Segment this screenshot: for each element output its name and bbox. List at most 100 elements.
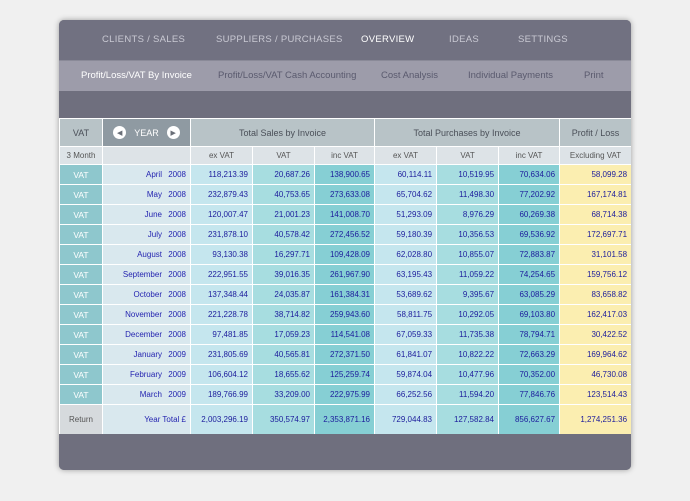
subheader-sales-ex-vat: ex VAT [190, 146, 253, 165]
month-year: 2008 [168, 290, 186, 299]
purchases-inc-vat-cell: 69,103.80 [498, 304, 561, 325]
topnav-suppliers-purchases[interactable]: SUPPLIERS / PURCHASES [216, 34, 343, 45]
table-row: VAT June 2008 120,007.47 21,001.23 141,008.70… [59, 204, 631, 225]
table-row: VAT January 2009 231,805.69 40,565.81 272,371… [59, 344, 631, 365]
purchases-inc-vat-cell: 60,269.38 [498, 204, 561, 225]
vat-button[interactable]: VAT [59, 364, 103, 385]
table-row: VAT February 2009 106,604.12 18,655.62 125,25… [59, 364, 631, 385]
purchases-ex-vat-cell: 60,114.11 [374, 164, 438, 185]
total-profit: 1,274,251.36 [559, 404, 631, 435]
return-button[interactable]: Return [59, 404, 103, 435]
vat-button[interactable]: VAT [59, 224, 103, 245]
sales-inc-vat-cell: 114,541.08 [313, 324, 376, 345]
table-row: VAT March 2009 189,766.99 33,209.00 222,975.9… [59, 384, 631, 405]
subheader-sales-vat: VAT [252, 146, 315, 165]
sales-ex-vat-cell: 221,228.78 [190, 304, 253, 325]
header-vat: VAT [59, 118, 103, 147]
sales-inc-vat-cell: 272,371.50 [313, 344, 376, 365]
chevron-right-icon[interactable]: ▶ [166, 126, 180, 139]
topnav-ideas[interactable]: IDEAS [449, 34, 480, 45]
header-profit-loss: Profit / Loss [559, 118, 631, 147]
sales-inc-vat-cell: 161,384.31 [313, 284, 376, 305]
subnav-individual-payments[interactable]: Individual Payments [468, 70, 554, 81]
sales-inc-vat-cell: 273,633.08 [313, 184, 376, 205]
sales-inc-vat-cell: 222,975.99 [313, 384, 376, 405]
sales-ex-vat-cell: 222,951.55 [190, 264, 253, 285]
month-name: December [125, 330, 162, 339]
month-cell: October 2008 [102, 284, 191, 305]
topnav-clients-sales[interactable]: CLIENTS / SALES [102, 34, 186, 45]
subnav-print[interactable]: Print [584, 70, 604, 81]
month-cell: September 2008 [102, 264, 191, 285]
subheader-period: 3 Month [59, 146, 103, 165]
purchases-vat-cell: 10,292.05 [436, 304, 500, 325]
month-cell: December 2008 [102, 324, 191, 345]
purchases-inc-vat-cell: 70,352.00 [498, 364, 561, 385]
sales-inc-vat-cell: 259,943.60 [313, 304, 376, 325]
profit-cell: 167,174.81 [559, 184, 631, 205]
topnav-overview[interactable]: OVERVIEW [361, 34, 415, 45]
month-year: 2008 [168, 270, 186, 279]
sales-ex-vat-cell: 106,604.12 [190, 364, 253, 385]
month-cell: June 2008 [102, 204, 191, 225]
vat-button[interactable]: VAT [59, 284, 103, 305]
total-purchases-inc-vat: 856,627.67 [498, 404, 561, 435]
month-year: 2008 [168, 230, 186, 239]
profit-loss-table: VAT ◀ YEAR ▶ Total Sales by Invoice Tota… [59, 118, 631, 435]
sales-inc-vat-cell: 138,900.65 [313, 164, 376, 185]
vat-button[interactable]: VAT [59, 304, 103, 325]
sales-vat-cell: 33,209.00 [252, 384, 315, 405]
month-year: 2009 [168, 370, 186, 379]
month-name: June [144, 210, 162, 219]
month-cell: August 2008 [102, 244, 191, 265]
chevron-left-icon[interactable]: ◀ [113, 126, 127, 139]
sales-vat-cell: 38,714.82 [252, 304, 315, 325]
purchases-inc-vat-cell: 72,883.87 [498, 244, 561, 265]
profit-cell: 162,417.03 [559, 304, 631, 325]
month-name: January [133, 350, 162, 359]
top-navigation: CLIENTS / SALES SUPPLIERS / PURCHASES OV… [59, 20, 631, 60]
month-name: November [125, 310, 162, 319]
sales-ex-vat-cell: 189,766.99 [190, 384, 253, 405]
sales-ex-vat-cell: 93,130.38 [190, 244, 253, 265]
month-year: 2008 [168, 310, 186, 319]
purchases-ex-vat-cell: 59,180.39 [374, 224, 438, 245]
footer-bar [59, 434, 631, 470]
profit-cell: 58,099.28 [559, 164, 631, 185]
sales-ex-vat-cell: 231,878.10 [190, 224, 253, 245]
vat-button[interactable]: VAT [59, 344, 103, 365]
profit-cell: 30,422.52 [559, 324, 631, 345]
sales-vat-cell: 21,001.23 [252, 204, 315, 225]
month-cell: November 2008 [102, 304, 191, 325]
vat-button[interactable]: VAT [59, 244, 103, 265]
subnav-cost-analysis[interactable]: Cost Analysis [381, 70, 439, 81]
subnav-cash-accounting[interactable]: Profit/Loss/VAT Cash Accounting [218, 70, 357, 81]
vat-button[interactable]: VAT [59, 204, 103, 225]
vat-button[interactable]: VAT [59, 384, 103, 405]
purchases-inc-vat-cell: 77,846.76 [498, 384, 561, 405]
sales-vat-cell: 39,016.35 [252, 264, 315, 285]
month-year: 2008 [168, 330, 186, 339]
subnav-profit-loss-vat-by-invoice[interactable]: Profit/Loss/VAT By Invoice [81, 70, 192, 81]
sales-ex-vat-cell: 97,481.85 [190, 324, 253, 345]
sales-vat-cell: 24,035.87 [252, 284, 315, 305]
month-year: 2008 [168, 250, 186, 259]
total-purchases-ex-vat: 729,044.83 [374, 404, 438, 435]
vat-button[interactable]: VAT [59, 184, 103, 205]
month-name: March [139, 390, 162, 399]
vat-button[interactable]: VAT [59, 324, 103, 345]
subheader-purchases-ex-vat: ex VAT [374, 146, 438, 165]
topnav-settings[interactable]: SETTINGS [518, 34, 568, 45]
purchases-vat-cell: 11,498.30 [436, 184, 500, 205]
header-year: ◀ YEAR ▶ [102, 118, 191, 147]
purchases-vat-cell: 11,735.38 [436, 324, 500, 345]
profit-cell: 46,730.08 [559, 364, 631, 385]
month-name: October [133, 290, 162, 299]
sales-ex-vat-cell: 118,213.39 [190, 164, 253, 185]
purchases-vat-cell: 10,822.22 [436, 344, 500, 365]
purchases-vat-cell: 10,855.07 [436, 244, 500, 265]
purchases-inc-vat-cell: 63,085.29 [498, 284, 561, 305]
purchases-ex-vat-cell: 61,841.07 [374, 344, 438, 365]
vat-button[interactable]: VAT [59, 264, 103, 285]
vat-button[interactable]: VAT [59, 164, 103, 185]
